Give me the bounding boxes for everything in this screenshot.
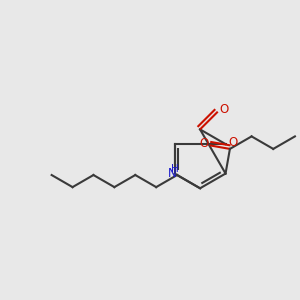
Text: O: O <box>199 137 208 150</box>
Text: H: H <box>172 164 179 173</box>
Text: O: O <box>228 136 238 149</box>
Text: N: N <box>167 167 176 180</box>
Text: O: O <box>219 103 228 116</box>
